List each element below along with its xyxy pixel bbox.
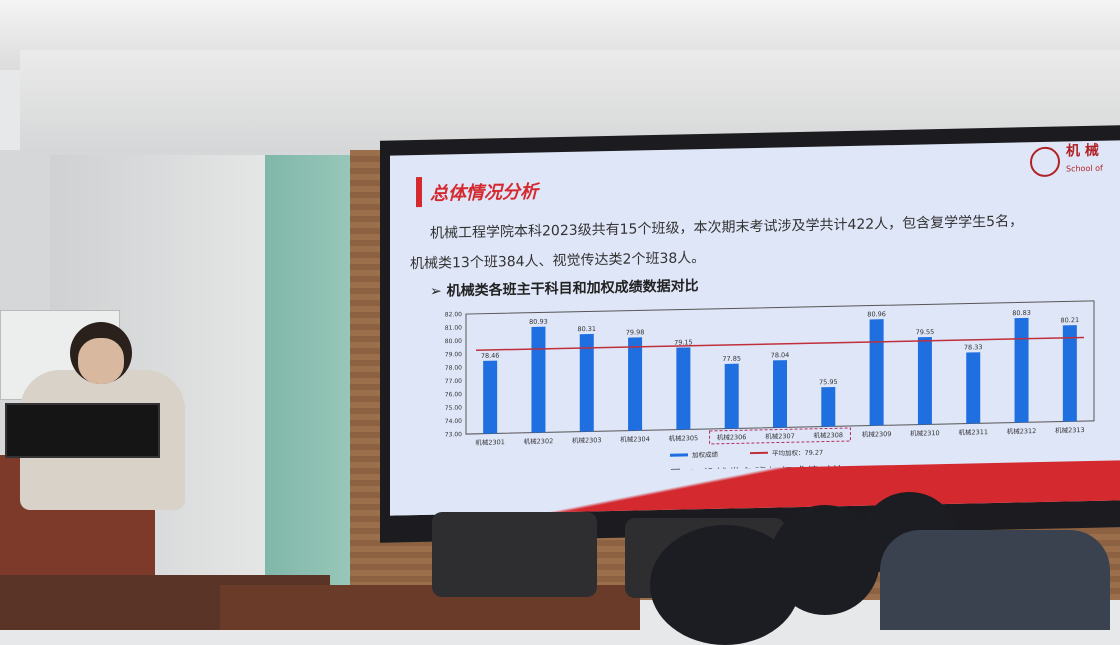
bar: [917, 336, 932, 425]
data-label: 79.15: [674, 338, 693, 346]
bar: [483, 360, 498, 434]
paragraph-line-2: 机械类13个班384人、视觉传达类2个班38人。: [410, 250, 706, 273]
logo-text: 机 械: [1066, 142, 1099, 160]
school-logo: 机 械 School of: [1030, 142, 1120, 184]
bar: [966, 352, 981, 424]
data-label: 80.83: [1012, 309, 1031, 317]
y-tick-label: 73.00: [445, 431, 462, 438]
x-tick-label: 机械2311: [958, 427, 988, 437]
x-tick-label: 机械2303: [572, 435, 602, 445]
legend-swatch-average: [750, 451, 768, 455]
data-label: 78.46: [481, 352, 500, 360]
bar: [724, 363, 739, 429]
x-tick-label: 机械2301: [475, 437, 505, 447]
legend-label-bars: 加权成绩: [692, 450, 718, 460]
average-line: [476, 336, 1084, 351]
data-label: 75.95: [819, 378, 838, 386]
bar-chart: 73.00 74.00 75.00 76.00 77.00 78.00 79.00 80.00…: [445, 300, 1095, 460]
audience-jacket: [880, 530, 1110, 630]
legend-swatch-bars: [670, 453, 688, 457]
x-tick-label: 机械2304: [620, 434, 650, 444]
data-label: 80.93: [529, 318, 548, 326]
monitor: [5, 403, 160, 458]
highlight-box: [709, 427, 851, 445]
data-label: 80.31: [577, 325, 596, 333]
x-tick-label: 机械2312: [1007, 426, 1037, 436]
x-tick-label: 机械2309: [862, 429, 892, 439]
slide-title: 总体情况分析: [430, 181, 538, 205]
bar: [1014, 317, 1029, 423]
x-tick-label: 机械2313: [1055, 425, 1085, 435]
presentation-slide: 总体情况分析 机 械 School of 机械工程学院本科2023级共有15个班…: [390, 140, 1120, 516]
bar: [869, 319, 884, 426]
data-label: 80.96: [867, 310, 886, 318]
y-tick-label: 82.00: [445, 311, 462, 318]
x-tick-label: 机械2308: [814, 430, 844, 440]
chair: [432, 512, 597, 597]
x-tick-label: 机械2305: [669, 433, 699, 443]
seal-icon: [1030, 146, 1060, 178]
y-tick-label: 77.00: [445, 378, 462, 385]
y-tick-label: 76.00: [445, 391, 462, 398]
bar: [531, 326, 546, 433]
data-label: 79.98: [626, 328, 645, 336]
audience-head: [770, 505, 880, 615]
y-tick-label: 80.00: [445, 338, 462, 345]
bar: [676, 347, 691, 430]
y-tick-label: 81.00: [445, 324, 462, 331]
bar: [773, 360, 787, 428]
x-tick-label: 机械2306: [717, 432, 747, 442]
data-label: 78.33: [964, 343, 983, 351]
x-tick-label: 机械2302: [524, 436, 554, 446]
data-label: 80.21: [1061, 316, 1080, 324]
y-tick-label: 78.00: [445, 364, 462, 371]
bar: [821, 386, 836, 427]
bar: [579, 333, 594, 432]
legend-label-average: 平均加权：79.27: [772, 448, 823, 458]
bar: [1062, 325, 1077, 422]
y-tick-label: 75.00: [445, 404, 462, 411]
speaker-face: [78, 338, 124, 384]
glass-panel: [265, 155, 365, 585]
y-tick-label: 74.00: [445, 418, 462, 425]
x-tick-label: 机械2310: [910, 428, 940, 438]
title-accent-bar: [416, 176, 422, 208]
data-label: 78.04: [771, 351, 790, 359]
y-tick-label: 79.00: [445, 351, 462, 358]
bar: [628, 337, 643, 431]
x-tick-label: 机械2307: [765, 431, 795, 441]
subheading: ➢ 机械类各班主干科目和加权成绩数据对比: [430, 278, 699, 300]
data-label: 77.85: [722, 355, 741, 363]
paragraph-line-1: 机械工程学院本科2023级共有15个班级，本次期末考试涉及学共计422人，包含复…: [430, 213, 1024, 242]
data-label: 79.55: [916, 328, 935, 336]
logo-subtext: School of: [1066, 163, 1103, 174]
